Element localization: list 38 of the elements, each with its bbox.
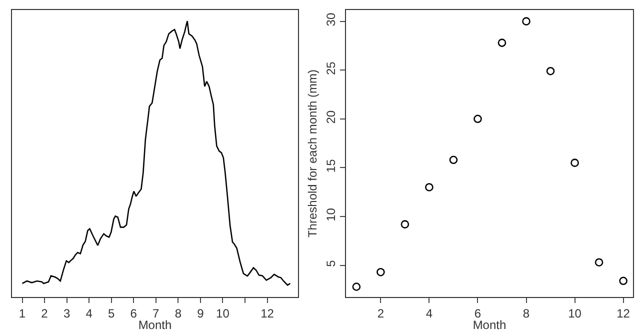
y-tick-label: 5	[324, 260, 338, 267]
point	[376, 268, 385, 276]
point	[352, 282, 361, 291]
point	[425, 183, 434, 192]
x-tick-label: 1	[18, 306, 26, 320]
point	[498, 38, 506, 47]
x-tick-label: 10	[216, 306, 230, 320]
x-axis-title: Month	[472, 318, 506, 332]
x-tick-label: 8	[174, 306, 182, 320]
x-tick-label: 12	[616, 306, 630, 320]
x-tick-label: 10	[568, 306, 582, 320]
y-tick-label: 20	[324, 110, 338, 124]
x-tick-label: 4	[426, 306, 433, 320]
y-tick-label: 30	[324, 12, 338, 26]
x-tick-label: 7	[152, 306, 160, 320]
x-tick-label: 8	[522, 306, 530, 320]
x-axis-title: Month	[138, 318, 172, 332]
point	[546, 66, 555, 76]
point	[449, 156, 458, 164]
point	[474, 114, 482, 124]
x-tick-label: 12	[260, 306, 274, 320]
point	[522, 17, 530, 26]
x-tick-label: 6	[130, 306, 138, 320]
x-tick-label: 4	[86, 306, 93, 320]
point	[400, 220, 410, 228]
y-tick-label: 15	[324, 158, 338, 173]
x-tick-label: 6	[474, 306, 482, 320]
point	[594, 258, 604, 267]
x-tick-label: 9	[197, 306, 204, 320]
y-tick-label: 10	[324, 208, 338, 222]
x-tick-label: 5	[108, 306, 115, 320]
point	[570, 158, 579, 167]
y-tick-label: 25	[324, 61, 338, 75]
x-tick-label: 2	[41, 306, 48, 320]
x-tick-label: 2	[377, 306, 384, 320]
x-tick-label: 3	[63, 306, 70, 320]
point	[619, 276, 628, 286]
y-axis-title: Threshold for each month (mm)	[306, 69, 320, 238]
